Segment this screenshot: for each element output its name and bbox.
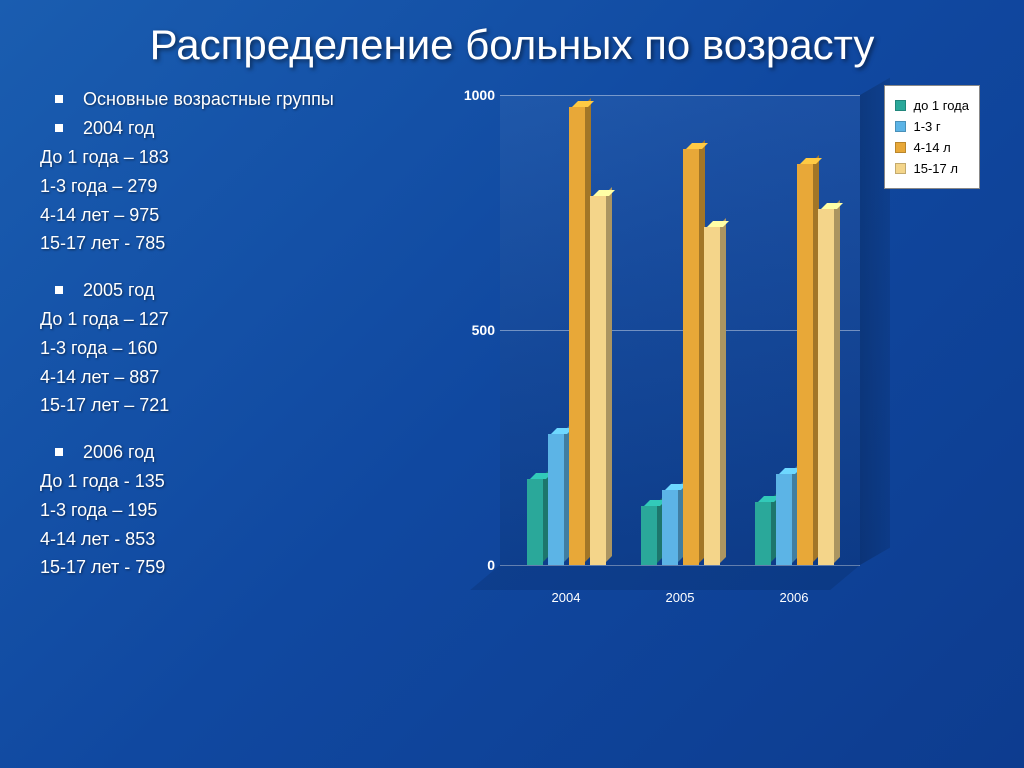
bullet-icon (55, 448, 63, 456)
text-line: До 1 года - 135 (40, 467, 440, 496)
legend-label: 4-14 л (914, 140, 951, 155)
slide: Распределение больных по возрасту Основн… (0, 0, 1024, 768)
bar (797, 164, 813, 565)
bullet-text: 2004 год (83, 114, 154, 143)
bar (704, 227, 720, 566)
text-line: 15-17 лет – 721 (40, 391, 440, 420)
slide-title: Распределение больных по возрасту (40, 20, 984, 70)
spacer (40, 420, 440, 438)
y-tick-label: 500 (460, 322, 495, 338)
legend-swatch (895, 100, 906, 111)
bullet-text: 2006 год (83, 438, 154, 467)
content-area: Основные возрастные группы2004 годДо 1 г… (40, 85, 984, 615)
bar (755, 502, 771, 565)
bullet-icon (55, 286, 63, 294)
chart-plot-area (500, 95, 860, 565)
bullet-line: 2005 год (40, 276, 440, 305)
chart-column: 0 500 1000 2004 2005 2006 до 1 года 1-3 г 4-14… (460, 85, 984, 615)
bar (548, 434, 564, 565)
y-tick-label: 1000 (460, 87, 495, 103)
x-tick-label: 2005 (650, 590, 710, 605)
bar (527, 479, 543, 565)
y-tick-label: 0 (460, 557, 495, 573)
legend-item: до 1 года (895, 98, 970, 113)
bullet-line: Основные возрастные группы (40, 85, 440, 114)
bullet-line: 2006 год (40, 438, 440, 467)
bullet-line: 2004 год (40, 114, 440, 143)
text-line: До 1 года – 183 (40, 143, 440, 172)
bar (683, 149, 699, 566)
text-column: Основные возрастные группы2004 годДо 1 г… (40, 85, 440, 615)
grid-line (500, 95, 860, 96)
legend-label: 15-17 л (914, 161, 958, 176)
legend-swatch (895, 121, 906, 132)
bar (590, 196, 606, 565)
bullet-text: Основные возрастные группы (83, 85, 334, 114)
text-line: 1-3 года – 279 (40, 172, 440, 201)
bar (569, 107, 585, 565)
legend-swatch (895, 163, 906, 174)
chart-legend: до 1 года 1-3 г 4-14 л 15-17 л (884, 85, 981, 189)
legend-item: 4-14 л (895, 140, 970, 155)
legend-item: 1-3 г (895, 119, 970, 134)
legend-swatch (895, 142, 906, 153)
chart-wrapper: 0 500 1000 2004 2005 2006 до 1 года 1-3 г 4-14… (460, 85, 980, 615)
text-line: 15-17 лет - 759 (40, 553, 440, 582)
x-tick-label: 2006 (764, 590, 824, 605)
legend-item: 15-17 л (895, 161, 970, 176)
legend-label: до 1 года (914, 98, 970, 113)
bar (818, 209, 834, 566)
legend-label: 1-3 г (914, 119, 941, 134)
x-tick-label: 2004 (536, 590, 596, 605)
bullet-icon (55, 95, 63, 103)
chart-3d-floor (470, 565, 860, 590)
bullet-text: 2005 год (83, 276, 154, 305)
text-line: 4-14 лет – 975 (40, 201, 440, 230)
bar (776, 474, 792, 566)
text-line: 4-14 лет – 887 (40, 363, 440, 392)
text-line: До 1 года – 127 (40, 305, 440, 334)
text-line: 4-14 лет - 853 (40, 525, 440, 554)
spacer (40, 258, 440, 276)
text-line: 1-3 года – 160 (40, 334, 440, 363)
bullet-icon (55, 124, 63, 132)
text-line: 15-17 лет - 785 (40, 229, 440, 258)
text-line: 1-3 года – 195 (40, 496, 440, 525)
bar (641, 506, 657, 566)
bar (662, 490, 678, 565)
